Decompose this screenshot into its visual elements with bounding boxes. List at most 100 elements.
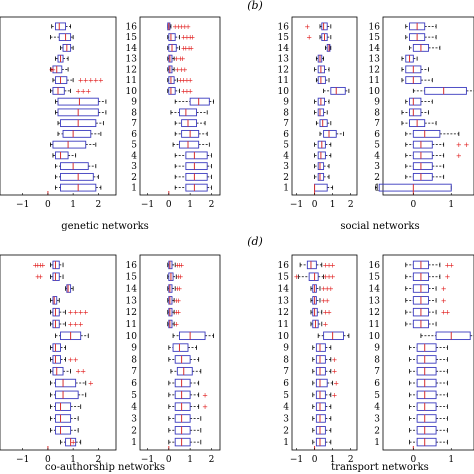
iqr-box [52,355,61,364]
iqr-box [409,108,422,117]
box-row: ++ [50,366,86,376]
outlier-point: + [78,309,84,317]
panel-caption: co-authorship networks [45,462,165,473]
x-tick-label: 2 [209,200,215,210]
iqr-box [52,343,61,352]
outlier-point: + [183,44,189,52]
iqr-box [174,378,191,388]
box-row [409,402,448,411]
box-row [168,437,202,447]
outlier-point: + [324,297,330,305]
iqr-box [168,86,176,95]
outlier-point: + [35,261,41,269]
box-row [405,33,437,42]
outlier-point: + [202,403,208,411]
iqr-box [416,402,437,411]
outlier-point: + [49,66,55,74]
box-row [405,97,433,106]
category-label: 12 [126,308,137,318]
outlier-point: + [322,309,328,317]
iqr-box [189,97,210,106]
outlier-point: + [37,273,43,281]
outlier-point: + [185,23,191,31]
category-label: 6 [131,130,137,140]
box-row: + [405,296,447,305]
category-label: 7 [131,119,137,129]
outlier-point: + [88,380,94,388]
panel-1: +++ + + + ++ + +−1 0 1 2+++++++++++++++++++++++++… [0,16,221,232]
box-row [409,426,448,435]
box-row: ++ [49,65,69,74]
outlier-point: + [330,273,336,281]
outlier-point: + [32,261,38,269]
iqr-box [378,183,452,192]
outlier-point: + [331,356,337,364]
outlier-point: + [187,77,193,85]
outlier-point: + [445,309,451,317]
outlier-point: + [175,273,181,281]
iqr-box [179,108,197,117]
axes-frame [139,16,221,196]
category-label: 11 [126,76,137,86]
iqr-box [55,414,72,423]
iqr-box [57,97,99,106]
box-row: + [312,366,337,376]
outlier-point: + [80,87,86,95]
box-row [409,43,441,52]
box-row [50,402,82,411]
axes-frame [382,254,474,451]
box-row [50,33,74,42]
outlier-point: + [184,87,190,95]
iqr-box [168,76,175,85]
outlier-point: + [189,34,195,42]
iqr-box [412,162,433,171]
category-label: 16 [126,22,138,32]
category-label: 11 [278,320,289,330]
category-label: 4 [131,151,137,161]
iqr-box [416,343,437,352]
outlier-point: + [294,273,300,281]
outlier-point: + [178,55,184,63]
box-row [409,355,448,364]
category-label: 4 [131,403,137,413]
outlier-point: + [326,309,332,317]
box-row [401,108,429,117]
box-row: ++++ [32,260,64,269]
category-label: 14 [126,285,138,295]
category-label: 5 [283,141,289,151]
iqr-box [315,366,326,376]
iqr-box [435,331,471,341]
axes-frame [291,254,358,451]
x-tick-label: 0 [410,200,416,210]
x-tick-label: 0 [312,455,318,465]
outlier-point: + [175,309,181,317]
iqr-box [185,151,208,160]
category-label: 4 [283,403,289,413]
iqr-box [412,172,433,181]
outlier-point: + [80,368,86,376]
category-label: 15 [369,33,381,43]
iqr-box [174,426,191,435]
x-tick-label: −1 [141,455,154,465]
iqr-box [52,307,60,317]
box-row: + [306,33,332,42]
category-label: 7 [131,367,137,377]
category-label: 13 [126,296,138,306]
box-row: ++++ [50,307,89,317]
box-row: +++ [50,319,84,328]
category-label: 5 [131,391,137,401]
iqr-box [315,378,328,388]
box-row: + [405,151,462,160]
iqr-box [168,260,173,270]
category-label: 2 [374,173,380,183]
category-label: 12 [278,308,289,318]
box-row [315,76,330,85]
box-row [55,172,99,181]
outlier-point: + [321,285,327,293]
outlier-point: + [175,297,181,305]
category-label: 5 [374,391,380,401]
box-row [405,22,437,31]
iqr-box [168,43,177,52]
box-row [405,162,445,171]
box-row [168,343,197,352]
